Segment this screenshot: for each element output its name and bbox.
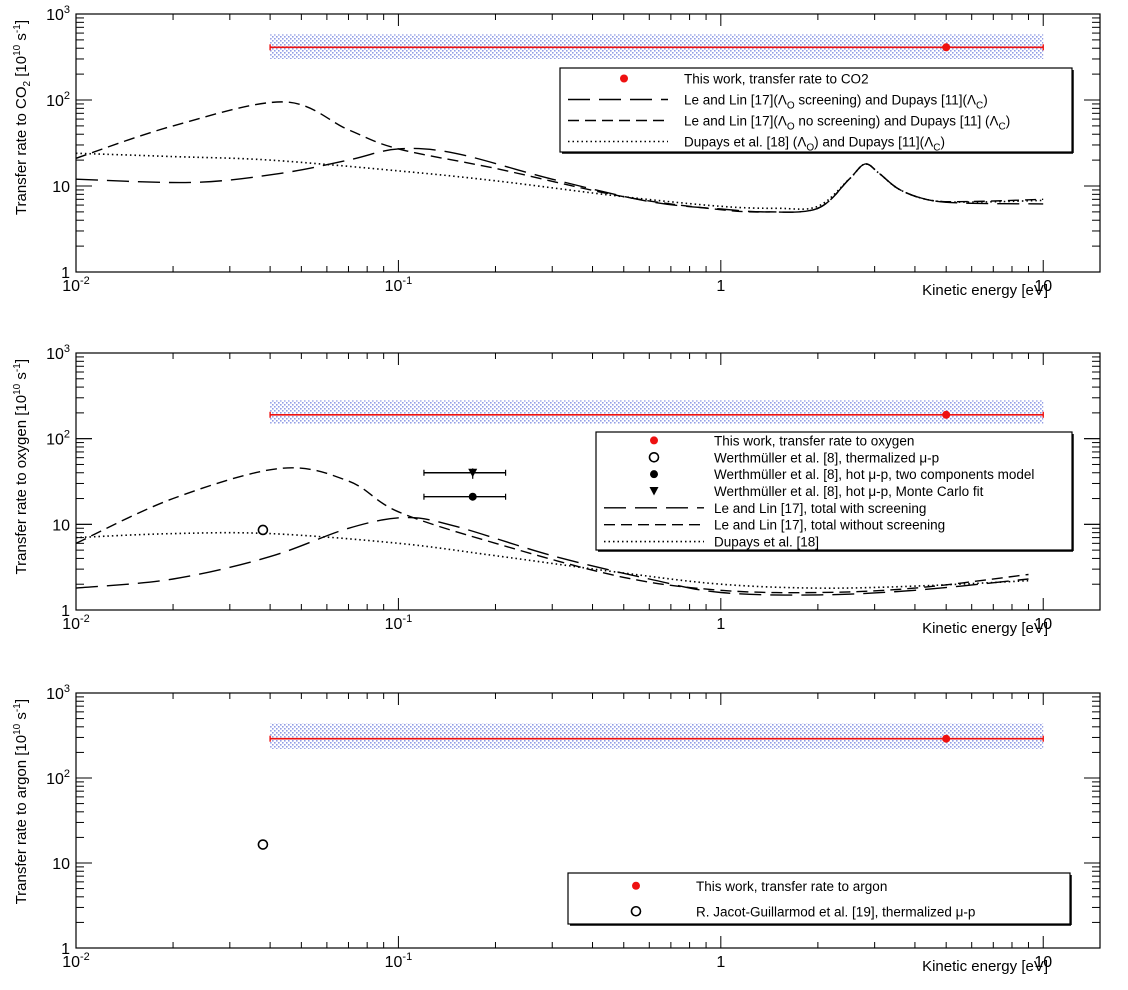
uncertainty-band: [270, 400, 1044, 424]
x-tick-label: 1: [716, 954, 725, 971]
plot-frame: [75, 692, 1101, 949]
legend-box: [559, 67, 1073, 153]
y-axis: 1 10 102 103: [46, 4, 1100, 282]
legend-label: Dupays et al. [18]: [714, 535, 819, 550]
x-axis: 10-2 10-1 1 10: [62, 14, 1052, 295]
y-axis-label: Transfer rate to CO2 [1010 s-1]: [12, 20, 33, 215]
legend-label: This work, transfer rate to oxygen: [714, 433, 914, 448]
data-point-filled-circle: [942, 43, 951, 52]
legend-marker-filled-circle: [650, 470, 658, 479]
legend-marker-filled-circle: [632, 881, 640, 890]
legend-label: Dupays et al. [18] (ΛO​) and Dupays [11]…: [684, 135, 945, 154]
x-tick-label: 1: [716, 616, 725, 633]
series-group: [76, 101, 1044, 213]
x-axis: 10-2 10-1 1 10: [62, 353, 1052, 633]
legend-marker-filled-circle: [650, 436, 658, 445]
data-point-filled-circle: [942, 410, 951, 419]
x-tick-label: 10-2: [62, 951, 90, 971]
legend: This work, transfer rate to argon R. Jaco…: [567, 872, 1072, 926]
legend-label: Le and Lin [17], total without screening: [714, 518, 945, 533]
legend: This work, transfer rate to oxygen Werthm…: [595, 431, 1074, 552]
x-axis: 10-2 10-1 1 10: [62, 693, 1052, 971]
y-axis: 1 10 102 103: [46, 683, 1100, 958]
legend-label: Werthmüller et al. [8], hot μ-p, two com…: [714, 467, 1034, 482]
series-line-long-dash: [76, 516, 1029, 596]
panel-3: 10-2 10-1 1 10 1 10 102 103 Kinetic energy [eV] T…: [12, 683, 1101, 975]
y-tick-label: 103: [46, 683, 70, 703]
panel-2: 10-2 10-1 1 10 1 10 102 103 Kinetic energy [eV] T…: [12, 343, 1101, 637]
plot-frame: [75, 13, 1101, 273]
data-point-filled-circle: [942, 734, 951, 743]
uncertainty-band: [270, 723, 1044, 749]
series-line-short-dash: [76, 101, 1044, 213]
data-point-open-circle: [257, 839, 269, 850]
y-tick-label: 10: [52, 856, 70, 873]
data-point-open-circle: [257, 524, 269, 536]
y-axis-label: Transfer rate to argon [1010 s-1]: [12, 699, 30, 904]
x-axis-label: Kinetic energy [eV]: [922, 282, 1048, 299]
y-tick-label: 1: [61, 603, 70, 620]
legend-label: This work, transfer rate to CO2: [684, 72, 869, 87]
x-tick-label: 10-2: [62, 613, 90, 633]
y-tick-label: 103: [46, 4, 70, 24]
y-tick-label: 1: [61, 265, 70, 282]
y-tick-label: 103: [46, 343, 70, 363]
legend: This work, transfer rate to CO2 Le and Li…: [559, 67, 1074, 154]
x-tick-label: 1: [716, 278, 725, 295]
y-tick-label: 10: [52, 517, 70, 534]
y-tick-label: 102: [46, 429, 70, 449]
legend-marker-triangle-down: [649, 487, 659, 496]
data-points: [257, 410, 951, 536]
x-axis-label: Kinetic energy [eV]: [922, 620, 1048, 637]
data-point-filled-circle: [468, 492, 477, 501]
y-tick-label: 1: [61, 941, 70, 958]
series-group: [76, 467, 1029, 596]
data-point-triangle-down: [468, 468, 478, 478]
panel-1: 10-2 10-1 1 10 1 10 102 103 Kinetic energy [eV] T…: [12, 4, 1101, 299]
series-line-short-dash: [76, 467, 1029, 594]
x-tick-label: 10: [1034, 278, 1052, 295]
y-tick-label: 102: [46, 768, 70, 788]
x-tick-label: 10-1: [385, 275, 413, 295]
x-tick-label: 10-1: [385, 951, 413, 971]
plot-frame: [75, 352, 1101, 611]
y-tick-label: 102: [46, 90, 70, 110]
legend-label: Le and Lin [17](ΛO​ no screening) and Du…: [684, 114, 1010, 133]
legend-label: Le and Lin [17], total with screening: [714, 501, 926, 516]
x-tick-label: 10: [1034, 616, 1052, 633]
legend-marker-filled-circle: [620, 74, 628, 83]
y-axis: 1 10 102 103: [46, 343, 1100, 620]
y-axis-label: Transfer rate to oxygen [1010 s-1]: [12, 359, 30, 574]
legend-marker-open-circle: [630, 905, 642, 917]
legend-marker-open-circle: [648, 451, 660, 463]
x-tick-label: 10-1: [385, 613, 413, 633]
x-tick-label: 10: [1034, 954, 1052, 971]
legend-label: This work, transfer rate to argon: [696, 879, 887, 894]
legend-box: [595, 431, 1073, 551]
legend-box: [567, 872, 1071, 925]
legend-label: Werthmüller et al. [8], thermalized μ-p: [714, 450, 939, 465]
legend-label: Werthmüller et al. [8], hot μ-p, Monte C…: [714, 484, 984, 499]
legend-label: R. Jacot-Guillarmod et al. [19], thermal…: [696, 904, 975, 919]
data-points: [257, 734, 951, 850]
legend-label: Le and Lin [17](ΛO​ screening) and Dupay…: [684, 93, 988, 112]
y-tick-label: 10: [52, 179, 70, 196]
data-points: [942, 43, 951, 52]
x-axis-label: Kinetic energy [eV]: [922, 958, 1048, 975]
x-tick-label: 10-2: [62, 275, 90, 295]
